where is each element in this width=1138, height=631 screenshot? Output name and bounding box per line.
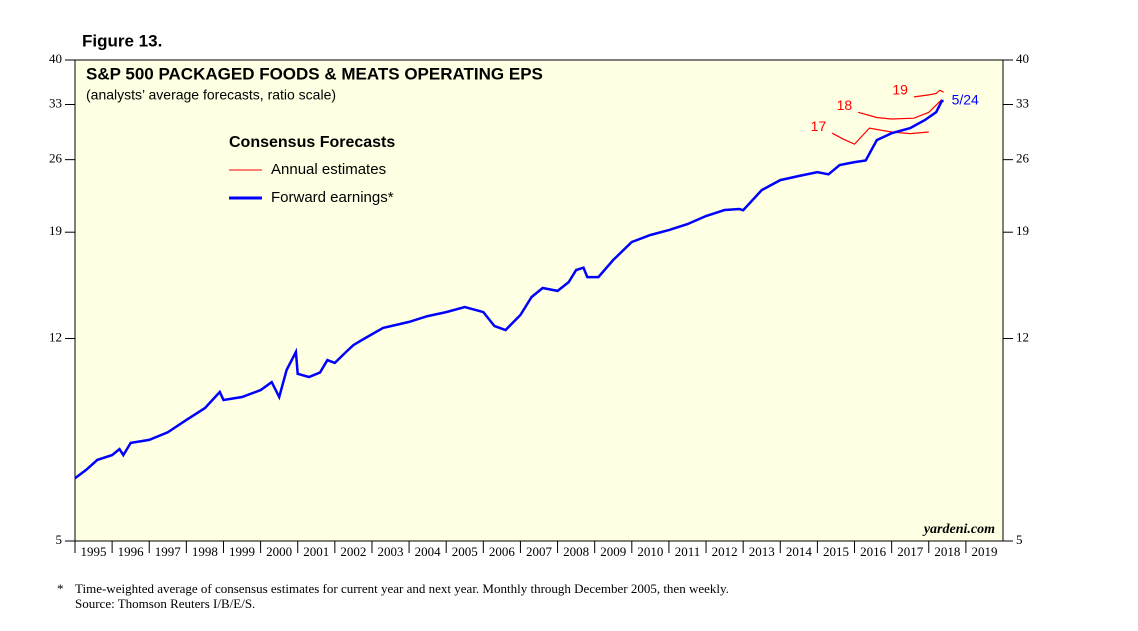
x-tick-label: 2016 <box>860 544 887 559</box>
x-tick-label: 1997 <box>155 544 182 559</box>
figure-label: Figure 13. <box>82 31 162 50</box>
source-note: Source: Thomson Reuters I/B/E/S. <box>75 596 255 611</box>
x-tick-label: 1998 <box>192 544 218 559</box>
x-tick-label: 2019 <box>971 544 997 559</box>
legend-label: Annual estimates <box>271 161 386 178</box>
y-tick-label: 40 <box>49 51 62 66</box>
x-tick-label: 2012 <box>712 544 738 559</box>
end-label: 5/24 <box>952 92 979 108</box>
x-tick-label: 2000 <box>266 544 292 559</box>
series-label: 18 <box>837 97 853 113</box>
footnote-marker: * <box>57 581 64 596</box>
series-label: 17 <box>811 118 827 134</box>
y-tick-label: 19 <box>49 223 62 238</box>
y2-tick-label: 5 <box>1016 532 1023 547</box>
series-label: 19 <box>892 82 908 98</box>
x-tick-label: 2008 <box>563 544 589 559</box>
x-tick-label: 2005 <box>452 544 478 559</box>
chart-subtitle: (analysts’ average forecasts, ratio scal… <box>86 87 336 103</box>
y-tick-label: 33 <box>49 95 62 110</box>
y-tick-label: 26 <box>49 151 63 166</box>
y2-tick-label: 40 <box>1016 51 1029 66</box>
watermark: yardeni.com <box>922 522 995 537</box>
legend-label: Forward earnings* <box>271 189 394 206</box>
x-tick-label: 2003 <box>378 544 404 559</box>
annual-estimate-line <box>858 99 943 120</box>
x-tick-label: 2006 <box>489 544 516 559</box>
annual-estimate-line <box>831 127 929 145</box>
x-tick-label: 2002 <box>340 544 366 559</box>
x-tick-label: 2013 <box>749 544 775 559</box>
y-tick-label: 5 <box>56 532 63 547</box>
x-tick-label: 2010 <box>637 544 663 559</box>
y-tick-label: 12 <box>49 329 62 344</box>
plot-area <box>74 59 1004 542</box>
y2-tick-label: 19 <box>1016 223 1029 238</box>
x-tick-label: 2018 <box>934 544 960 559</box>
y2-tick-label: 33 <box>1016 95 1029 110</box>
y2-tick-label: 12 <box>1016 329 1029 344</box>
y2-tick-label: 26 <box>1016 151 1030 166</box>
x-tick-label: 2011 <box>675 544 701 559</box>
x-tick-label: 1995 <box>81 544 107 559</box>
forward-earnings-line <box>74 99 944 480</box>
x-tick-label: 2004 <box>415 544 442 559</box>
legend-title: Consensus Forecasts <box>229 134 395 151</box>
x-tick-label: 2015 <box>823 544 849 559</box>
x-tick-label: 1999 <box>229 544 255 559</box>
x-tick-label: 2007 <box>526 544 553 559</box>
chart-title: S&P 500 PACKAGED FOODS & MEATS OPERATING… <box>86 64 543 83</box>
footnote: Time-weighted average of consensus estim… <box>75 581 729 596</box>
x-tick-label: 2009 <box>600 544 626 559</box>
x-tick-label: 2001 <box>303 544 329 559</box>
x-tick-label: 2017 <box>897 544 924 559</box>
annual-estimate-line <box>913 89 944 98</box>
x-tick-label: 2014 <box>786 544 813 559</box>
x-tick-label: 1996 <box>118 544 145 559</box>
